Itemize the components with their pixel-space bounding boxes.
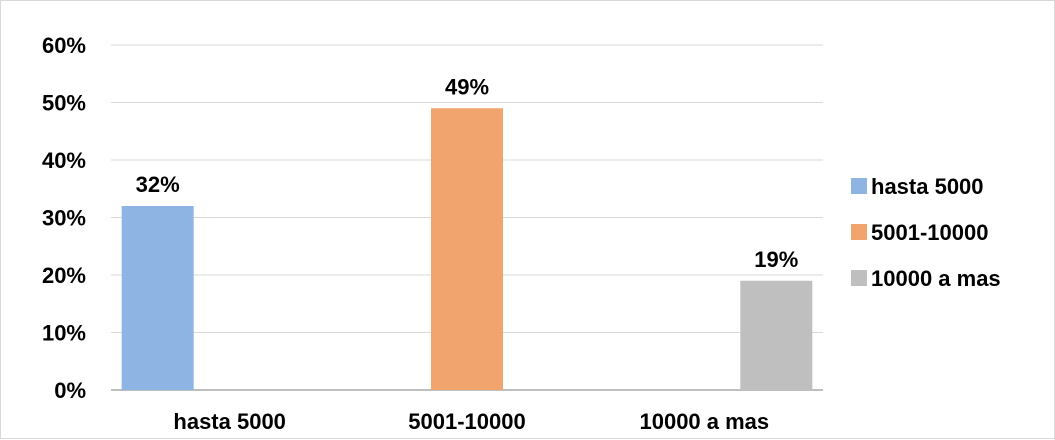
x-tick-label: 5001-10000 <box>408 409 525 434</box>
y-tick-label: 0% <box>54 378 86 403</box>
legend-label: 5001-10000 <box>871 220 988 245</box>
y-tick-label: 40% <box>42 148 86 173</box>
x-tick-label: 10000 a mas <box>639 409 769 434</box>
x-tick-label: hasta 5000 <box>173 409 286 434</box>
y-tick-label: 30% <box>42 206 86 231</box>
legend-label: 10000 a mas <box>871 266 1001 291</box>
bar <box>740 280 813 390</box>
data-label: 32% <box>136 172 180 197</box>
data-label: 19% <box>754 247 798 272</box>
bar <box>121 206 194 390</box>
legend-label: hasta 5000 <box>871 174 984 199</box>
y-tick-label: 20% <box>42 263 86 288</box>
y-tick-label: 60% <box>42 33 86 58</box>
legend-swatch <box>851 270 867 286</box>
bar <box>431 108 503 390</box>
legend-swatch <box>851 224 867 240</box>
y-tick-label: 50% <box>42 91 86 116</box>
legend-swatch <box>851 178 867 194</box>
y-tick-label: 10% <box>42 321 86 346</box>
data-label: 49% <box>445 74 489 99</box>
